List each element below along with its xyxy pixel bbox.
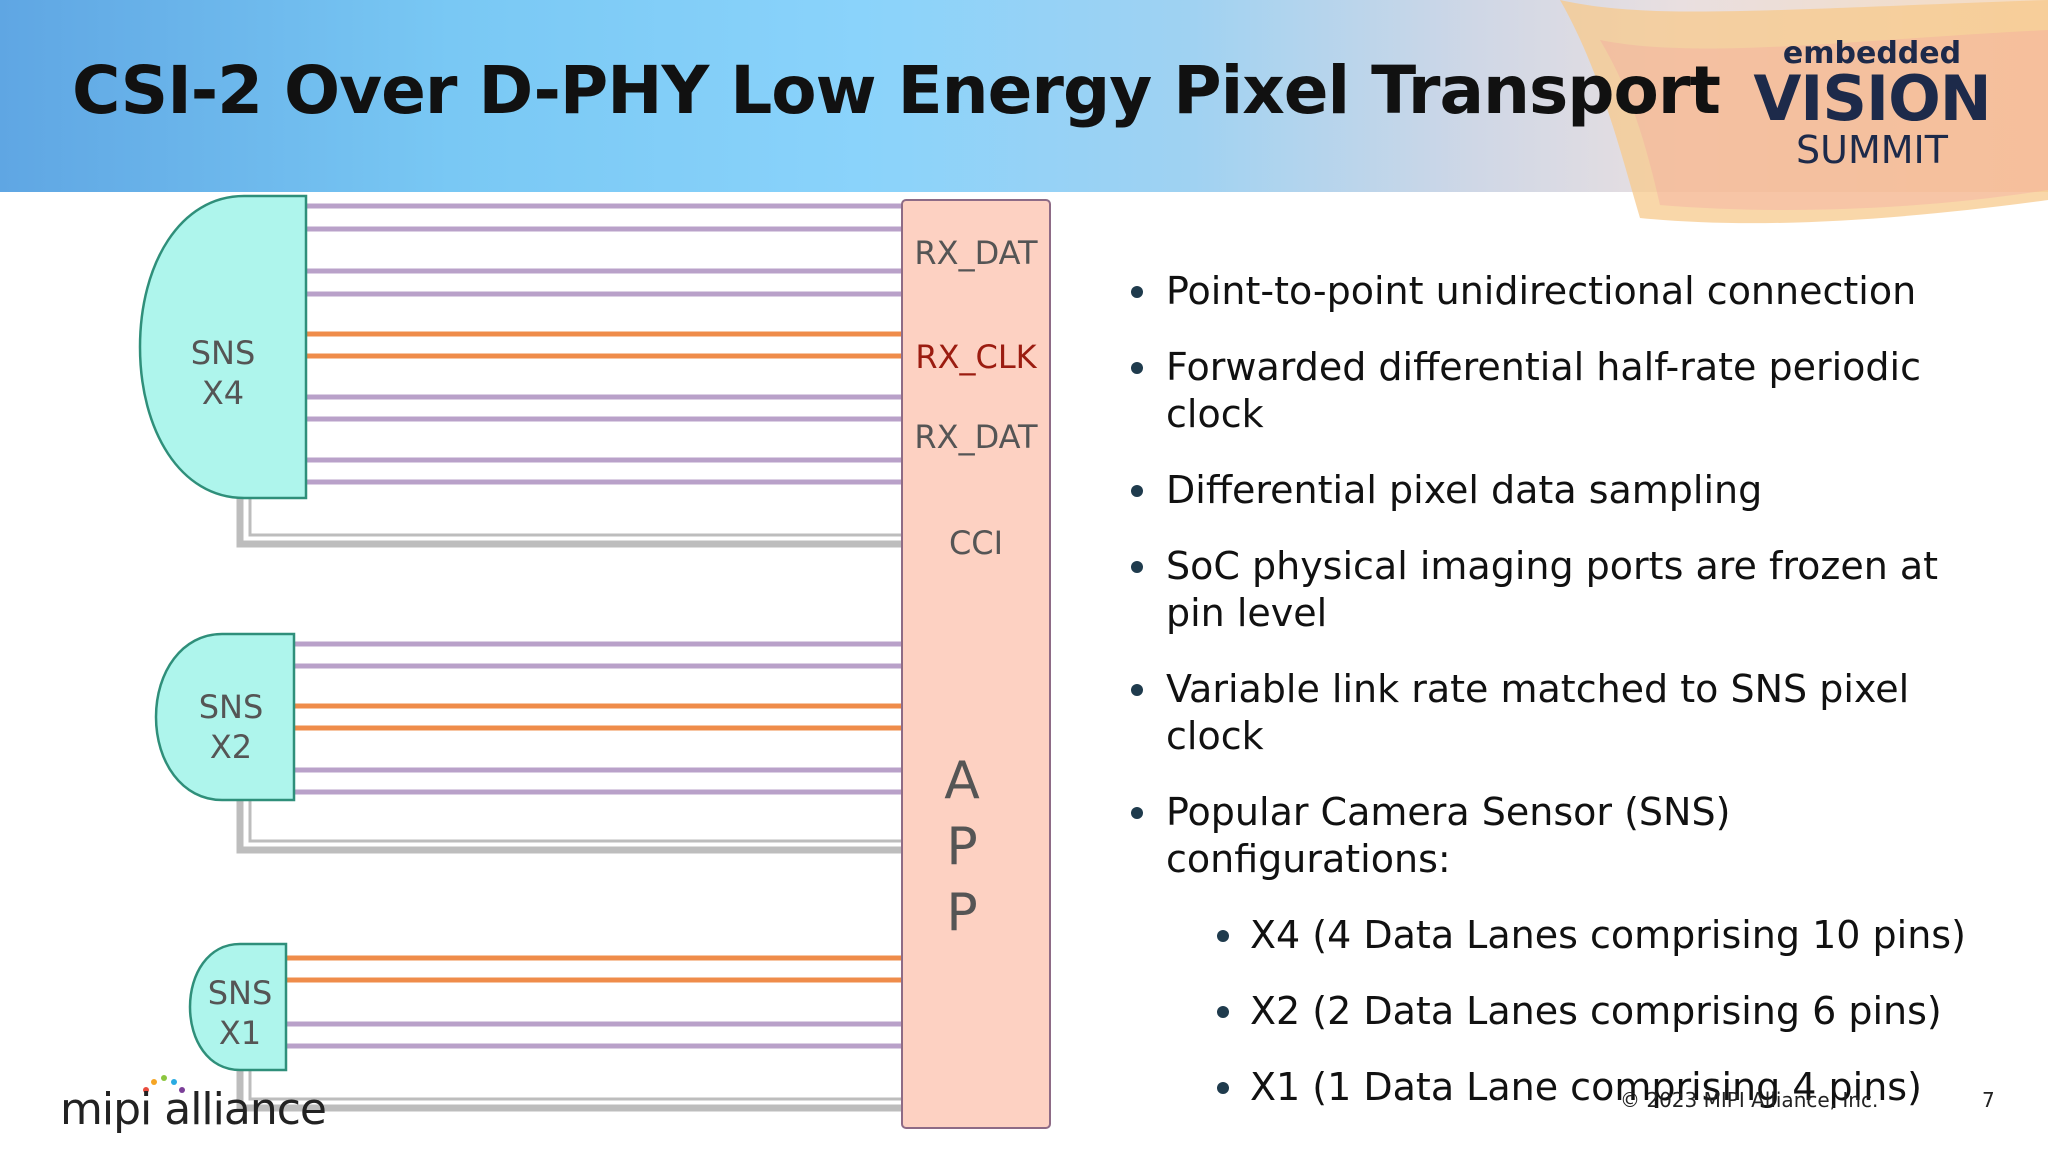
bullet-text: Point-to-point unidirectional connection [1166, 269, 1917, 313]
mipi-alliance-logo: mipi alliance [60, 1070, 327, 1140]
bullet-text: Forwarded differential half-rate periodi… [1166, 345, 1921, 436]
logo-word-vision: VISION [1753, 62, 1991, 135]
app-letter-p1: P [946, 817, 977, 877]
cci-label: CCI [949, 524, 1003, 562]
bullet-dot-icon [1217, 1082, 1229, 1094]
sub-bullet-item: X1 (1 Data Lane comprising 4 pins) [1214, 1064, 2008, 1111]
sensor-x2-shape [154, 632, 296, 802]
lane-lines [236, 203, 902, 1112]
bullet-text: SoC physical imaging ports are frozen at… [1166, 544, 1939, 635]
bullet-text: Variable link rate matched to SNS pixel … [1166, 667, 1910, 758]
bullet-dot-icon [1131, 286, 1143, 298]
rx-dat-bottom-label: RX_DAT [914, 418, 1038, 456]
mipi-logo-word: mipi alliance [60, 1084, 327, 1135]
logo-word-embedded: embedded [1782, 36, 1962, 71]
bullet-item: Popular Camera Sensor (SNS) configuratio… [1128, 789, 2008, 883]
bullet-item: Variable link rate matched to SNS pixel … [1128, 666, 2008, 760]
sensor-x1-shape [188, 942, 288, 1072]
bullet-dot-icon [1131, 561, 1143, 573]
sensor-x2-label-line1: SNS [199, 688, 264, 726]
header-swoosh-graphic [1560, 0, 2048, 224]
bullet-dot-icon [1131, 684, 1143, 696]
copyright-notice: © 2023 MIPI Alliance, Inc. [1620, 1088, 1879, 1112]
sensor-x4-shape [138, 194, 308, 500]
bullet-item: Differential pixel data sampling [1128, 467, 2008, 514]
sub-bullet-item: X2 (2 Data Lanes comprising 6 pins) [1214, 988, 2008, 1035]
bullet-dot-icon [1131, 807, 1143, 819]
rx-dat-top-label: RX_DAT [914, 234, 1038, 272]
sensor-x4-label-line2: X4 [202, 374, 244, 412]
rx-clk-label: RX_CLK [915, 338, 1037, 376]
bullet-dot-icon [1217, 1006, 1229, 1018]
sensor-x4-label-line1: SNS [191, 334, 256, 372]
embedded-vision-summit-logo: embedded VISION SUMMIT [1752, 36, 1992, 176]
bullet-text: Popular Camera Sensor (SNS) configuratio… [1166, 790, 1731, 881]
app-letter-a: A [944, 751, 980, 811]
app-block [901, 199, 1051, 1129]
bullet-dot-icon [1131, 485, 1143, 497]
bullet-text: X1 (1 Data Lane comprising 4 pins) [1250, 1065, 1922, 1109]
bullet-text: Differential pixel data sampling [1166, 468, 1763, 512]
x2-cci-line-inner [248, 800, 902, 843]
x1-cci-line-inner [248, 1070, 902, 1101]
x4-cci-line-inner [248, 498, 902, 537]
x4-cci-line [236, 498, 902, 548]
x1-cci-line [236, 1070, 902, 1112]
logo-word-summit: SUMMIT [1796, 128, 1948, 172]
bullet-item: Point-to-point unidirectional connection [1128, 268, 2008, 315]
bullet-dot-icon [1131, 362, 1143, 374]
bullet-list: Point-to-point unidirectional connection… [1128, 268, 2008, 1140]
csi2-dphy-diagram: RX_DAT RX_CLK RX_DAT CCI A P P SNS X4 SN… [138, 194, 1051, 1129]
mipi-logo-dots-graphic [143, 1075, 185, 1093]
sub-bullet-item: X4 (4 Data Lanes comprising 10 pins) [1214, 912, 2008, 959]
sensor-x1-label-line1: SNS [208, 974, 273, 1012]
bullet-text: X2 (2 Data Lanes comprising 6 pins) [1250, 989, 1942, 1033]
page-number: 7 [1982, 1088, 1995, 1112]
slide-title: CSI-2 Over D-PHY Low Energy Pixel Transp… [72, 52, 1721, 129]
bullet-text: X4 (4 Data Lanes comprising 10 pins) [1250, 913, 1966, 957]
bullet-item: SoC physical imaging ports are frozen at… [1128, 543, 2008, 637]
bullet-dot-icon [1217, 930, 1229, 942]
app-letter-p2: P [946, 883, 977, 943]
bullet-item: Forwarded differential half-rate periodi… [1128, 344, 2008, 438]
sensor-x2-label-line2: X2 [210, 728, 252, 766]
x2-cci-line [236, 800, 902, 854]
sensor-x1-label-line2: X1 [219, 1014, 261, 1052]
